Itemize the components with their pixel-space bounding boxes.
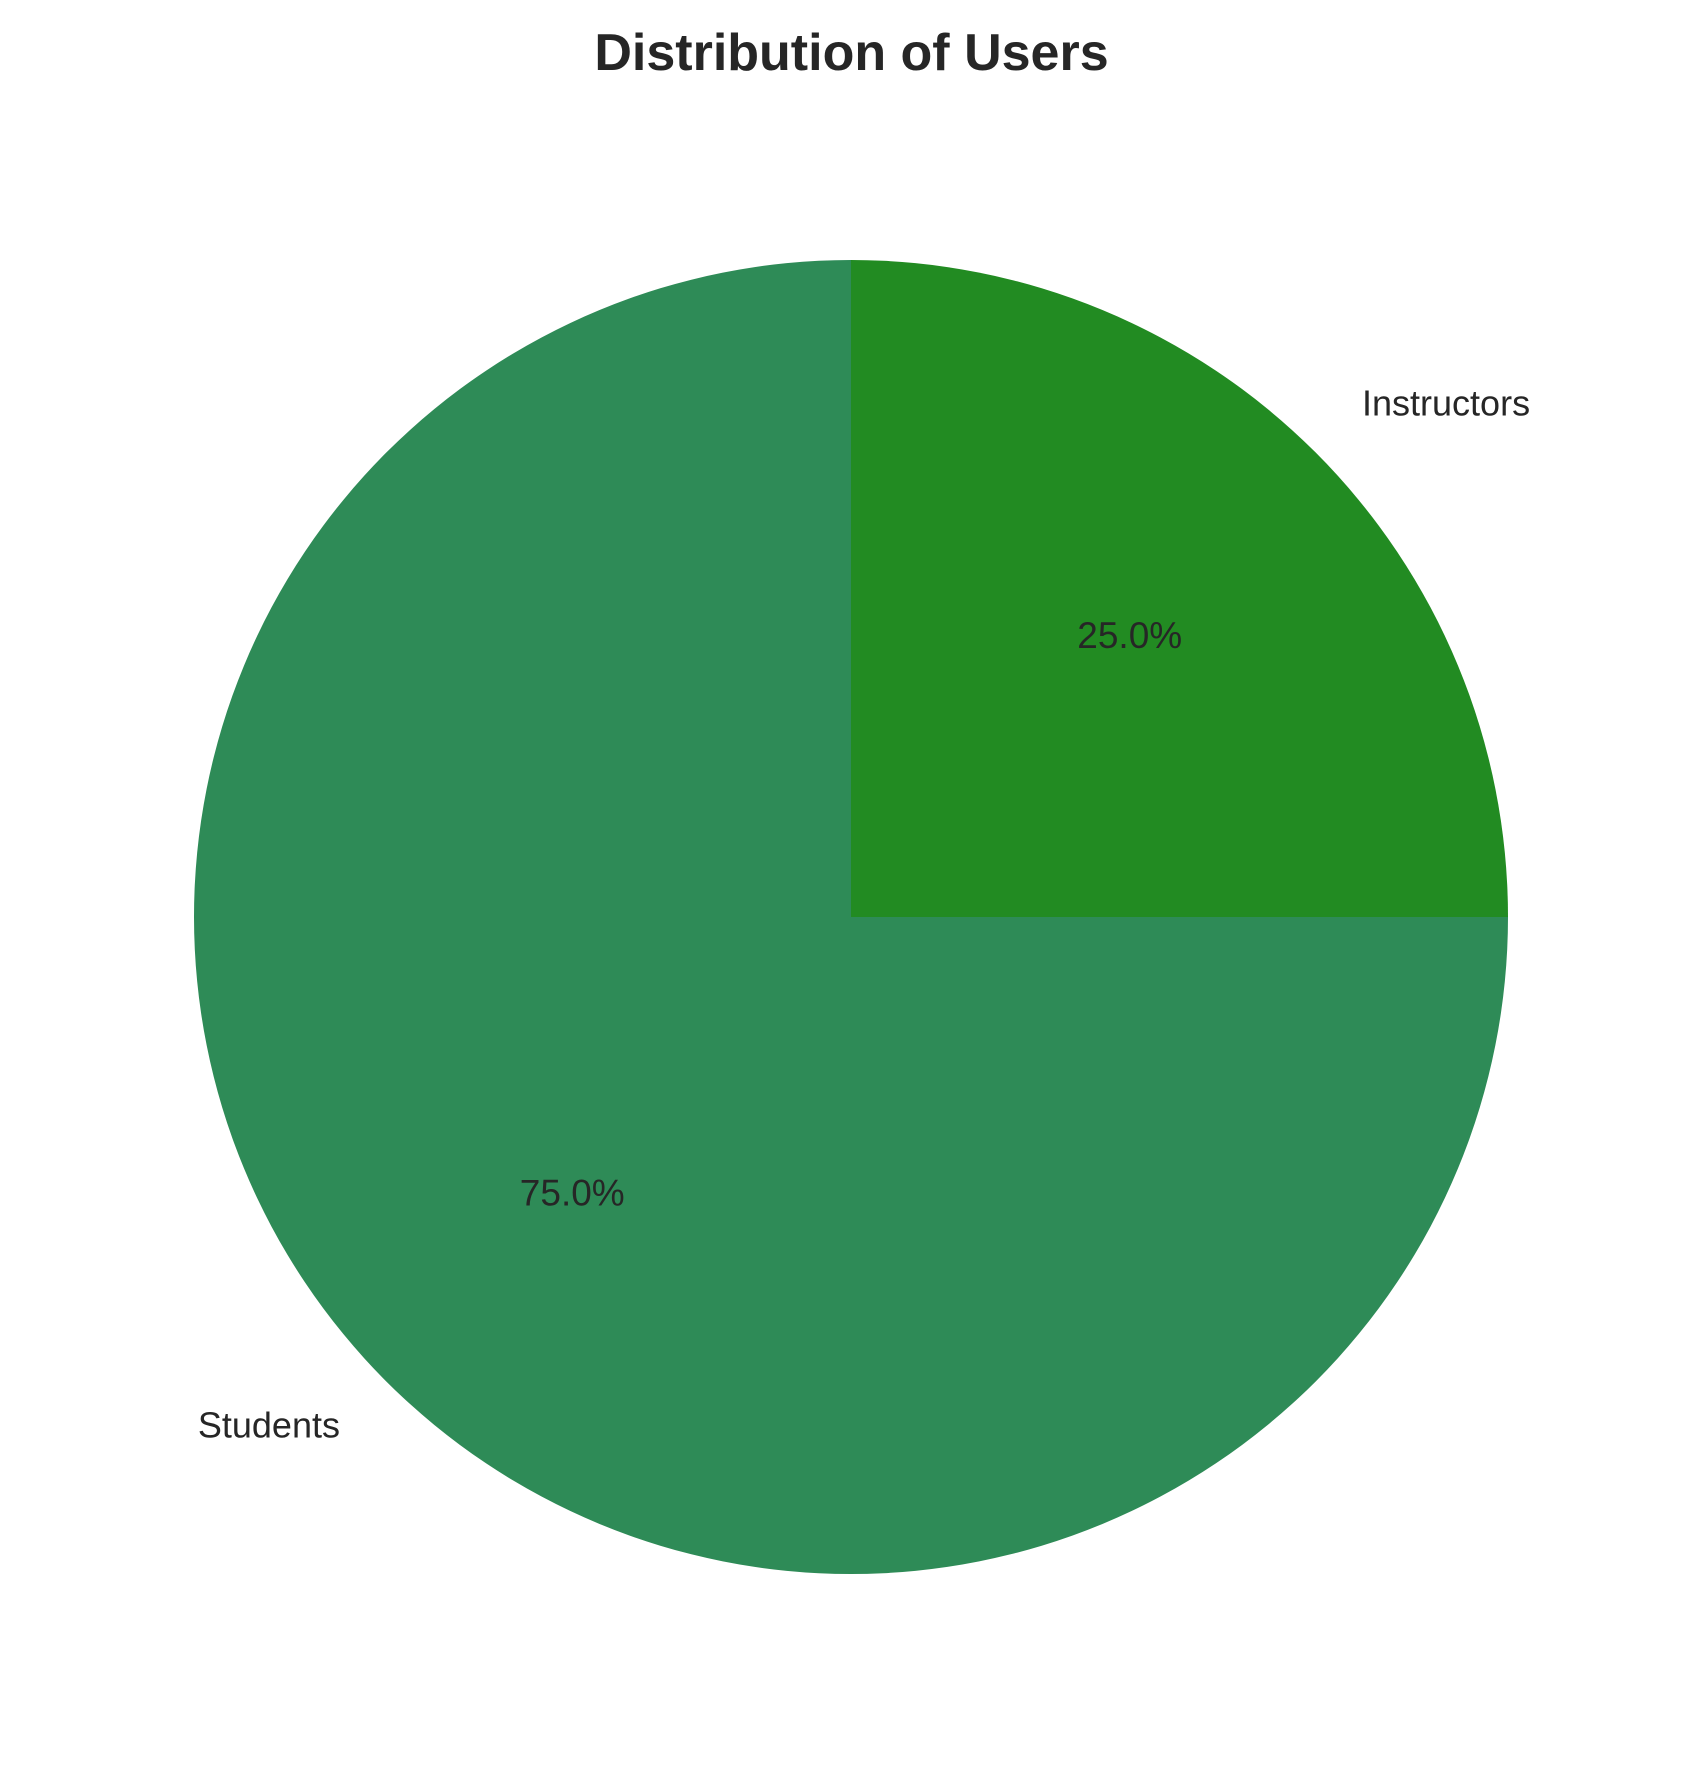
pie-slice-students <box>194 260 1508 1574</box>
slice-label-students: Students <box>198 1405 340 1446</box>
chart-title: Distribution of Users <box>594 24 1109 82</box>
pie-slice-instructors <box>851 260 1508 917</box>
slice-label-instructors: Instructors <box>1362 382 1530 423</box>
pie-slices <box>194 260 1508 1574</box>
slice-percent-students: 75.0% <box>520 1173 625 1214</box>
pie-labels: Instructors 25.0% Students 75.0% <box>198 382 1530 1445</box>
slice-percent-instructors: 25.0% <box>1077 615 1182 656</box>
